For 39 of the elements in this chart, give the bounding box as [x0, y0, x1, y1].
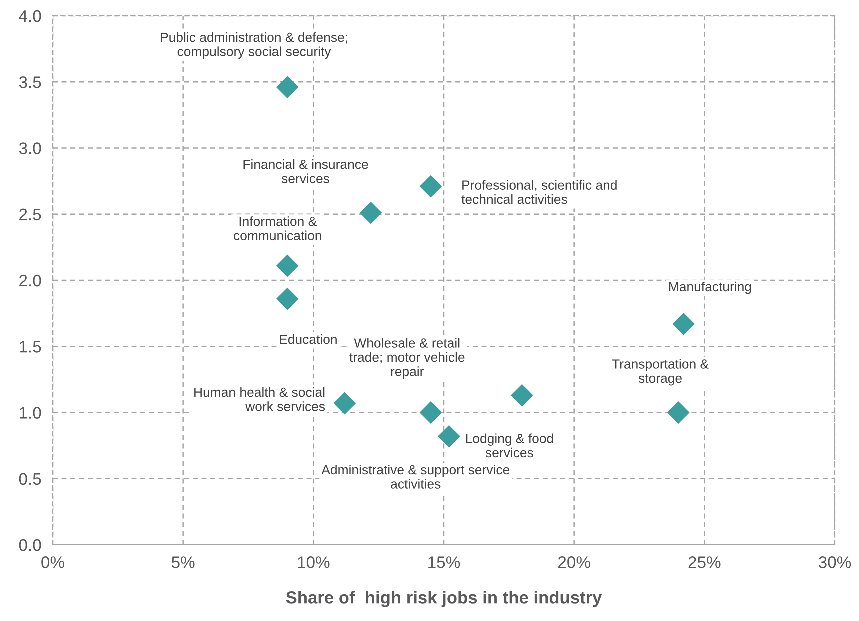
y-tick-label: 0.0	[19, 539, 42, 552]
point	[276, 288, 299, 310]
x-tick-label: 30%	[818, 556, 852, 568]
annotation: Information & communication	[234, 216, 322, 240]
point	[276, 76, 299, 99]
point	[276, 254, 299, 278]
annotation: Professional, scientific and technical activities	[462, 180, 617, 204]
x-tick-label: 25%	[688, 556, 721, 568]
point	[360, 202, 382, 224]
annotation: Financial & insurance services	[244, 160, 368, 184]
annotation: Human health & social work services	[194, 387, 326, 412]
x-tick-label: 10%	[298, 556, 330, 568]
point	[667, 402, 690, 424]
point	[438, 425, 460, 448]
annotation: Public administration & defense; compulsory social security	[161, 32, 348, 60]
annotation: Manufacturing	[669, 282, 752, 294]
point	[511, 384, 534, 407]
x-axis-title: Share of high risk jobs in the industry	[286, 591, 602, 608]
y-tick-label: 1.0	[20, 407, 42, 419]
point	[334, 392, 356, 415]
y-tick-label: 3.5	[19, 76, 42, 88]
y-tick-label: 2.5	[20, 208, 42, 221]
point	[420, 175, 442, 198]
annotation: Wholesale & retail trade; motor vehicle repair	[350, 338, 465, 379]
x-tick-label: 5%	[172, 556, 195, 568]
x-tick-label: 20%	[558, 556, 590, 568]
annotation: Administrative & support service activities	[322, 464, 510, 489]
x-tick-label: 15%	[428, 556, 460, 568]
y-tick-label: 4.0	[19, 10, 42, 22]
annotation: Transportation & storage	[612, 359, 709, 386]
y-tick-label: 1.5	[20, 341, 42, 353]
point	[672, 312, 696, 336]
y-tick-label: 0.5	[19, 473, 42, 486]
y-tick-label: 2.0	[20, 274, 42, 287]
y-tick-label: 3.0	[19, 142, 42, 154]
annotation: Lodging & food services	[466, 434, 554, 458]
annotation: Education	[280, 334, 337, 344]
x-tick-label: 0%	[42, 556, 64, 568]
point	[420, 402, 442, 424]
